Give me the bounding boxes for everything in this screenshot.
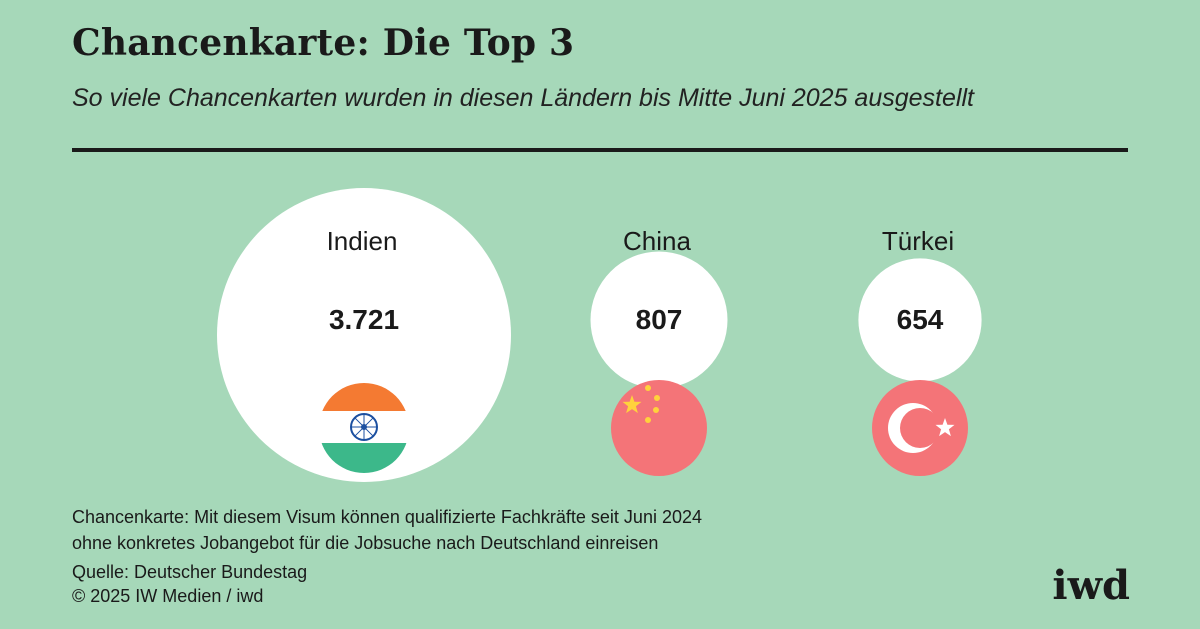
china-flag-icon bbox=[611, 380, 707, 476]
value-china: 807 bbox=[636, 304, 683, 335]
iwd-logo: iwd bbox=[1052, 562, 1130, 609]
footnote-line-2: ohne konkretes Jobangebot für die Jobsuc… bbox=[72, 533, 659, 553]
bubble-china bbox=[590, 251, 728, 389]
label-tuerkei: Türkei bbox=[882, 226, 954, 256]
chart-subtitle: So viele Chancenkarten wurden in diesen … bbox=[72, 84, 974, 112]
label-indien: Indien bbox=[327, 226, 398, 256]
bubble-chart: Indien China Türkei 3.721 807 654 bbox=[217, 188, 982, 482]
footnote-line-1: Chancenkarte: Mit diesem Visum können qu… bbox=[72, 507, 702, 527]
source-block: Quelle: Deutscher Bundestag © 2025 IW Me… bbox=[72, 560, 307, 608]
label-china: China bbox=[623, 226, 691, 256]
copyright-text: © 2025 IW Medien / iwd bbox=[72, 586, 264, 606]
bubble-indien bbox=[217, 188, 511, 482]
source-text: Quelle: Deutscher Bundestag bbox=[72, 562, 308, 582]
divider bbox=[72, 148, 1128, 152]
turkey-flag-icon bbox=[872, 380, 968, 476]
footnote: Chancenkarte: Mit diesem Visum können qu… bbox=[72, 504, 772, 556]
chart-title: Chancenkarte: Die Top 3 bbox=[72, 22, 575, 64]
value-indien: 3.721 bbox=[329, 304, 399, 335]
value-tuerkei: 654 bbox=[897, 304, 944, 335]
bubble-tuerkei bbox=[858, 258, 982, 382]
